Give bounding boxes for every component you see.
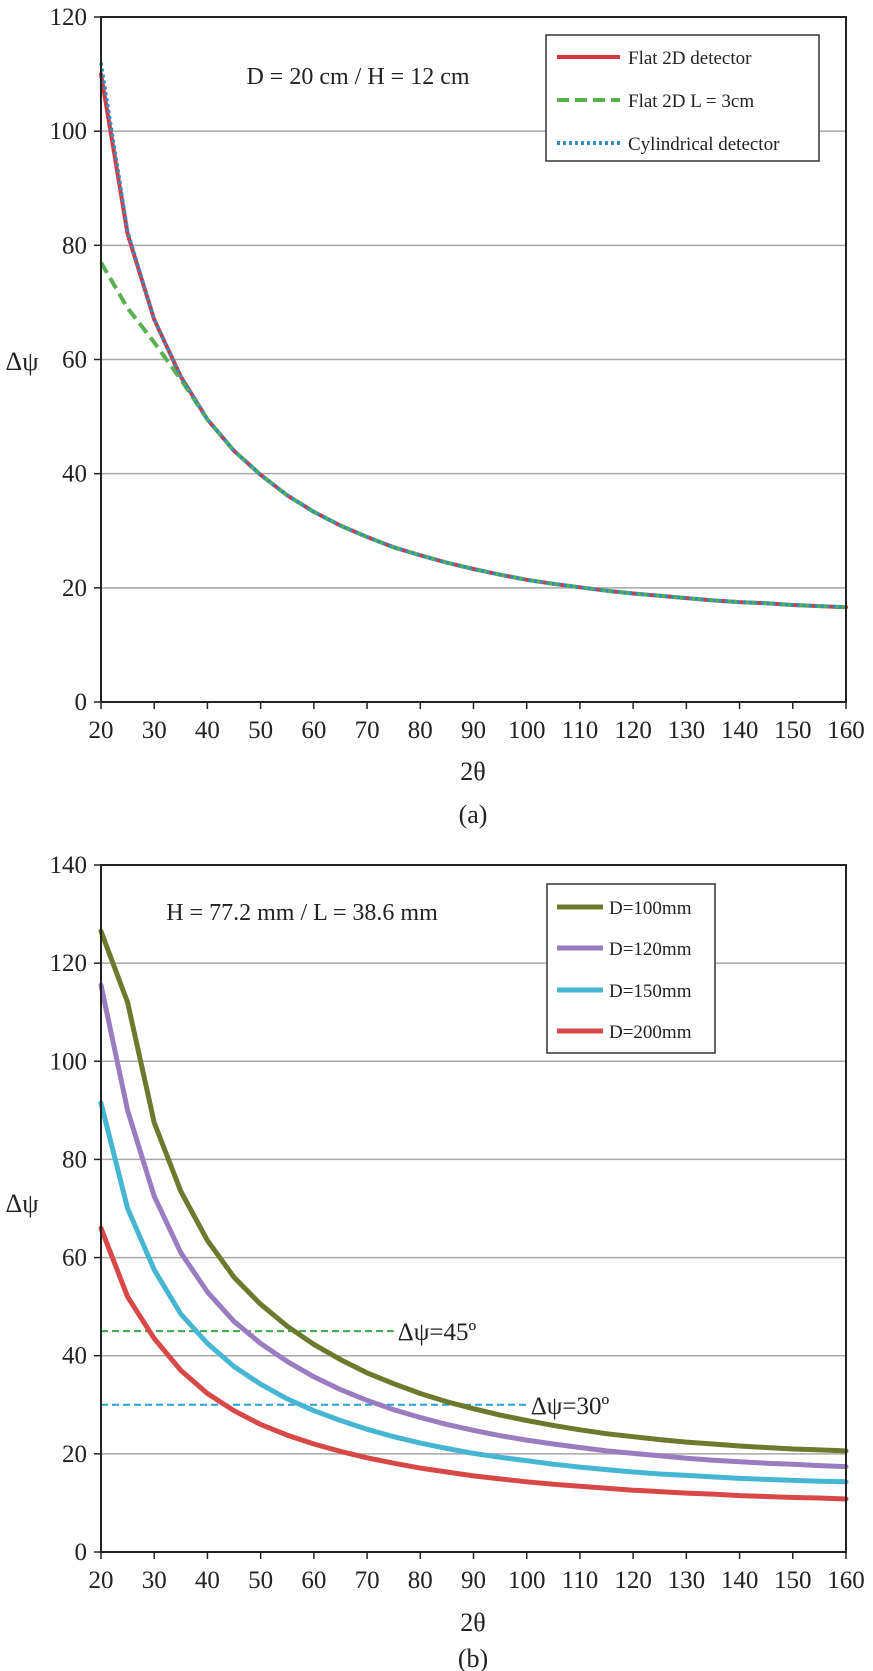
x-tick-label: 40 bbox=[195, 717, 220, 744]
gridlines-a bbox=[101, 130, 846, 589]
legend-box-b bbox=[546, 883, 716, 1054]
legend-label-d100: D=100mm bbox=[609, 898, 692, 919]
x-tick-label: 120 bbox=[614, 1567, 652, 1594]
legend-b: D=100mm D=120mm D=150mm D=200mm bbox=[546, 883, 716, 1054]
y-axis-label-b: Δψ bbox=[6, 1189, 39, 1218]
x-tick-label: 30 bbox=[142, 1567, 167, 1594]
series-line bbox=[98, 928, 849, 1454]
legend-label-d200: D=200mm bbox=[609, 1022, 692, 1043]
series-line bbox=[98, 982, 849, 1470]
y-tick-label: 20 bbox=[62, 1441, 87, 1468]
y-tick-label: 20 bbox=[62, 575, 87, 602]
x-tick-label: 150 bbox=[774, 1567, 812, 1594]
x-tick-label: 20 bbox=[89, 717, 114, 744]
caption-b: (b) bbox=[458, 1644, 488, 1671]
gridlines-b bbox=[101, 962, 846, 1455]
x-tick-label: 50 bbox=[248, 717, 273, 744]
y-tick-label: 100 bbox=[50, 118, 88, 145]
legend-label-cylindrical: Cylindrical detector bbox=[628, 134, 780, 155]
x-tick-label: 130 bbox=[668, 1567, 706, 1594]
y-tick-labels-b: 0 20 40 60 80 100 120 140 bbox=[50, 852, 101, 1566]
y-tick-label: 60 bbox=[62, 1245, 87, 1272]
x-tick-label: 110 bbox=[562, 717, 599, 744]
x-tick-label: 70 bbox=[355, 717, 380, 744]
reference-line-label: Δψ=45º bbox=[398, 1319, 477, 1346]
x-tick-label: 130 bbox=[668, 717, 706, 744]
x-tick-label: 100 bbox=[508, 1567, 546, 1594]
x-tick-label: 100 bbox=[508, 717, 546, 744]
series-line bbox=[98, 1100, 849, 1485]
chart-subtitle-b: H = 77.2 mm / L = 38.6 mm bbox=[166, 900, 438, 926]
y-axis-label-a: Δψ bbox=[6, 347, 39, 376]
x-tick-label: 70 bbox=[355, 1567, 380, 1594]
x-tick-label: 140 bbox=[721, 717, 759, 744]
caption-a: (a) bbox=[459, 800, 488, 829]
y-tick-label: 40 bbox=[62, 461, 87, 488]
x-tick-label: 140 bbox=[721, 1567, 759, 1594]
x-tick-labels-a: 20 30 40 50 60 70 80 90 100 110 120 130 140 150 160 bbox=[89, 702, 865, 744]
x-axis-label-a: 2θ bbox=[460, 757, 485, 786]
x-tick-label: 160 bbox=[827, 717, 865, 744]
x-tick-label: 110 bbox=[562, 1567, 599, 1594]
x-tick-label: 150 bbox=[774, 717, 812, 744]
x-tick-label: 120 bbox=[614, 717, 652, 744]
series-group-a bbox=[99, 62, 848, 610]
x-tick-label: 80 bbox=[408, 1567, 433, 1594]
y-tick-label: 140 bbox=[50, 852, 88, 879]
x-tick-label: 20 bbox=[89, 1567, 114, 1594]
reference-line-label: Δψ=30º bbox=[531, 1393, 610, 1420]
y-tick-label: 120 bbox=[50, 4, 88, 31]
legend-label-flat-2d: Flat 2D detector bbox=[628, 48, 752, 69]
x-tick-label: 90 bbox=[461, 717, 486, 744]
y-tick-label: 40 bbox=[62, 1343, 87, 1370]
x-tick-label: 40 bbox=[195, 1567, 220, 1594]
x-tick-label: 60 bbox=[301, 1567, 326, 1594]
x-tick-label: 160 bbox=[827, 1567, 865, 1594]
y-tick-label: 100 bbox=[50, 1048, 88, 1075]
legend-label-flat-2d-l3: Flat 2D L = 3cm bbox=[628, 91, 754, 112]
x-tick-labels-b: 20 30 40 50 60 70 80 90 100 110 120 130 140 150 160 bbox=[89, 1552, 865, 1594]
series-line bbox=[99, 62, 847, 609]
y-tick-labels-a: 0 20 40 60 80 100 120 bbox=[50, 4, 101, 716]
plot-area-b bbox=[101, 865, 846, 1552]
x-tick-label: 80 bbox=[408, 717, 433, 744]
x-tick-label: 30 bbox=[142, 717, 167, 744]
legend-label-d120: D=120mm bbox=[609, 939, 692, 960]
series-group-b bbox=[98, 928, 849, 1502]
chart-subtitle-a: D = 20 cm / H = 12 cm bbox=[246, 64, 469, 90]
legend-a: Flat 2D detector Flat 2D L = 3cm Cylindr… bbox=[545, 34, 820, 162]
x-axis-label-b: 2θ bbox=[460, 1608, 485, 1637]
y-tick-label: 0 bbox=[75, 1539, 88, 1566]
y-tick-label: 0 bbox=[75, 689, 88, 716]
x-tick-label: 90 bbox=[461, 1567, 486, 1594]
y-tick-label: 60 bbox=[62, 347, 87, 374]
y-tick-label: 80 bbox=[62, 1146, 87, 1173]
series-line bbox=[98, 1225, 849, 1502]
y-tick-label: 120 bbox=[50, 950, 88, 977]
x-tick-label: 50 bbox=[248, 1567, 273, 1594]
y-tick-label: 80 bbox=[62, 232, 87, 259]
x-tick-label: 60 bbox=[301, 717, 326, 744]
legend-label-d150: D=150mm bbox=[609, 981, 692, 1002]
